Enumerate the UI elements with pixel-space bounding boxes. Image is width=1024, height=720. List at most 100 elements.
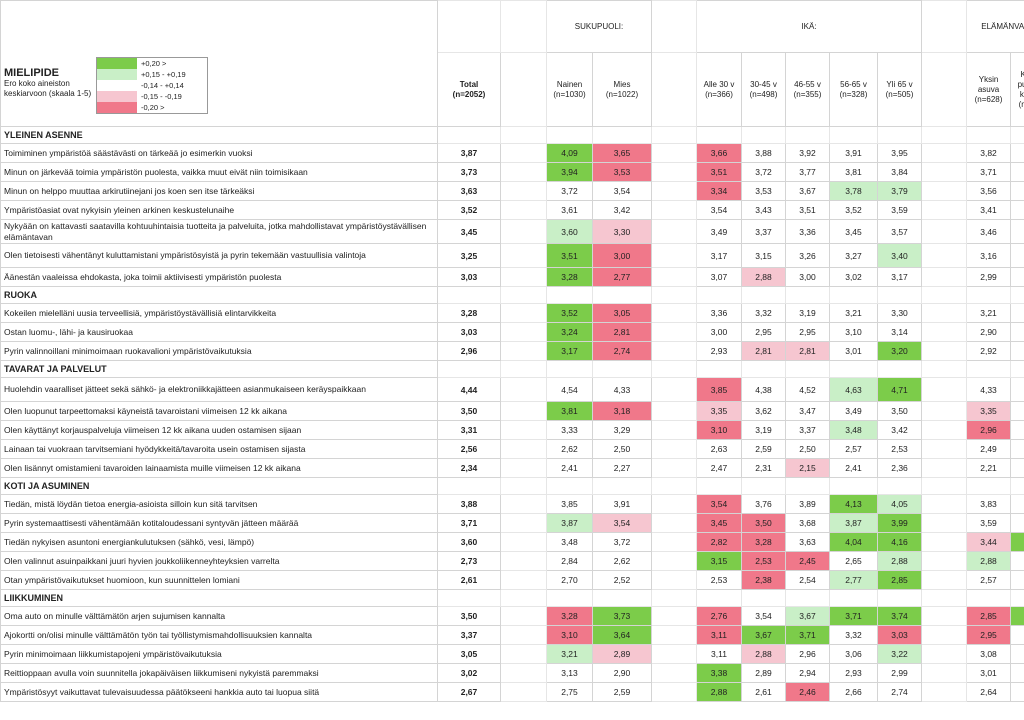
total-cell: 3,88 bbox=[437, 494, 501, 514]
value-cell: 3,17 bbox=[546, 341, 593, 361]
value-cell: 3,47 bbox=[1010, 219, 1024, 244]
value-cell: 2,36 bbox=[876, 458, 923, 478]
total-cell: 3,25 bbox=[437, 243, 501, 268]
value-cell: 2,95 bbox=[966, 625, 1012, 645]
value-cell: 2,27 bbox=[592, 458, 652, 478]
section-title: RUOKA bbox=[0, 286, 438, 304]
value-cell: 3,39 bbox=[1010, 420, 1024, 440]
value-cell: 3,01 bbox=[1010, 663, 1024, 683]
value-cell: 3,95 bbox=[876, 143, 923, 163]
value-cell: 3,26 bbox=[785, 243, 830, 268]
row-label: Olen käyttänyt korjauspalveluja viimeise… bbox=[0, 420, 438, 440]
value-cell: 3,57 bbox=[876, 219, 923, 244]
column-header: 56-65 v (n=328) bbox=[829, 52, 878, 127]
total-cell: 2,56 bbox=[437, 439, 501, 459]
row-label: Toimiminen ympäristöä säästävästi on tär… bbox=[0, 143, 438, 163]
value-cell: 3,36 bbox=[696, 303, 742, 323]
value-cell: 4,09 bbox=[546, 143, 593, 163]
value-cell: 3,14 bbox=[876, 322, 923, 342]
legend-item: -0,14 - +0,14 bbox=[97, 80, 207, 91]
legend-item: +0,15 - +0,19 bbox=[97, 69, 207, 80]
value-cell: 3,73 bbox=[592, 606, 652, 626]
value-cell: 2,53 bbox=[741, 551, 786, 571]
value-cell: 3,45 bbox=[829, 219, 878, 244]
total-cell: 3,63 bbox=[437, 181, 501, 201]
value-cell: 3,37 bbox=[1010, 625, 1024, 645]
total-cell: 2,34 bbox=[437, 458, 501, 478]
row-label: Olen lisännyt omistamieni tavaroiden lai… bbox=[0, 458, 438, 478]
value-cell: 2,50 bbox=[592, 439, 652, 459]
value-cell: 3,83 bbox=[966, 494, 1012, 514]
column-label: 56-65 v bbox=[840, 79, 867, 89]
column-header: 30-45 v (n=498) bbox=[741, 52, 786, 127]
value-cell: 2,21 bbox=[966, 458, 1012, 478]
section-title: LIIKKUMINEN bbox=[0, 589, 438, 607]
total-cell: 3,50 bbox=[437, 606, 501, 626]
value-cell: 3,49 bbox=[1010, 401, 1024, 421]
value-cell: 4,38 bbox=[741, 377, 786, 402]
value-cell: 3,44 bbox=[966, 532, 1012, 552]
total-cell: 3,73 bbox=[437, 162, 501, 182]
value-cell: 3,85 bbox=[546, 494, 593, 514]
value-cell: 2,81 bbox=[741, 341, 786, 361]
total-cell: 3,52 bbox=[437, 200, 501, 220]
value-cell: 3,00 bbox=[696, 322, 742, 342]
row-label: Nykyään on kattavasti saatavilla kohtuuh… bbox=[0, 219, 438, 244]
value-cell: 3,65 bbox=[592, 143, 652, 163]
value-cell: 3,36 bbox=[785, 219, 830, 244]
value-cell: 2,85 bbox=[876, 570, 923, 590]
row-label: Äänestän vaaleissa ehdokasta, joka toimi… bbox=[0, 267, 438, 287]
legend-swatch bbox=[97, 69, 137, 80]
value-cell: 2,89 bbox=[741, 663, 786, 683]
column-n: (n=366) bbox=[705, 89, 733, 99]
row-label: Lainaan tai vuokraan tarvitsemiani hyödy… bbox=[0, 439, 438, 459]
value-cell: 3,19 bbox=[785, 303, 830, 323]
row-label: Otan ympäristövaikutukset huomioon, kun … bbox=[0, 570, 438, 590]
value-cell: 3,00 bbox=[785, 267, 830, 287]
value-cell: 2,63 bbox=[696, 439, 742, 459]
value-cell: 2,59 bbox=[592, 682, 652, 702]
value-cell: 3,87 bbox=[546, 513, 593, 533]
group-gender: SUKUPUOLI: bbox=[546, 0, 652, 53]
value-cell: 2,41 bbox=[829, 458, 878, 478]
table-row: Nykyään on kattavasti saatavilla kohtuuh… bbox=[0, 219, 1024, 244]
row-label: Oma auto on minulle välttämätön arjen su… bbox=[0, 606, 438, 626]
row-label: Reittioppaan avulla voin suunnitella jok… bbox=[0, 663, 438, 683]
value-cell: 2,41 bbox=[546, 458, 593, 478]
value-cell: 2,68 bbox=[1010, 682, 1024, 702]
table-row: Lainaan tai vuokraan tarvitsemiani hyödy… bbox=[0, 439, 1024, 459]
section-title: KOTI JA ASUMINEN bbox=[0, 477, 438, 495]
table-row: Äänestän vaaleissa ehdokasta, joka toimi… bbox=[0, 267, 1024, 287]
value-cell: 3,46 bbox=[966, 219, 1012, 244]
value-cell: 3,18 bbox=[592, 401, 652, 421]
value-cell: 2,85 bbox=[966, 606, 1012, 626]
value-cell: 4,71 bbox=[876, 377, 923, 402]
value-cell: 3,89 bbox=[1010, 143, 1024, 163]
value-cell: 3,51 bbox=[785, 200, 830, 220]
value-cell: 2,47 bbox=[696, 458, 742, 478]
value-cell: 3,49 bbox=[696, 219, 742, 244]
value-cell: 3,54 bbox=[592, 181, 652, 201]
value-cell: 3,88 bbox=[741, 143, 786, 163]
value-cell: 2,65 bbox=[829, 551, 878, 571]
total-cell: 3,05 bbox=[437, 644, 501, 664]
value-cell: 3,21 bbox=[546, 644, 593, 664]
table-row: Ympäristöasiat ovat nykyisin yleinen ark… bbox=[0, 200, 1024, 220]
value-cell: 4,04 bbox=[829, 532, 878, 552]
value-cell: 2,15 bbox=[785, 458, 830, 478]
value-cell: 3,48 bbox=[829, 420, 878, 440]
column-header: Kaksin puolison kanssa(n=833) bbox=[1010, 52, 1024, 127]
table-row: Toimiminen ympäristöä säästävästi on tär… bbox=[0, 143, 1024, 163]
value-cell: 3,00 bbox=[592, 243, 652, 268]
value-cell: 2,93 bbox=[829, 663, 878, 683]
value-cell: 3,01 bbox=[966, 663, 1012, 683]
value-cell: 2,61 bbox=[741, 682, 786, 702]
total-cell: 2,73 bbox=[437, 551, 501, 571]
total-cell: 2,67 bbox=[437, 682, 501, 702]
total-cell: 3,87 bbox=[437, 143, 501, 163]
value-cell: 3,49 bbox=[829, 401, 878, 421]
value-cell: 3,56 bbox=[966, 181, 1012, 201]
value-cell: 3,17 bbox=[696, 243, 742, 268]
column-label: Total bbox=[459, 79, 479, 89]
value-cell: 3,17 bbox=[876, 267, 923, 287]
